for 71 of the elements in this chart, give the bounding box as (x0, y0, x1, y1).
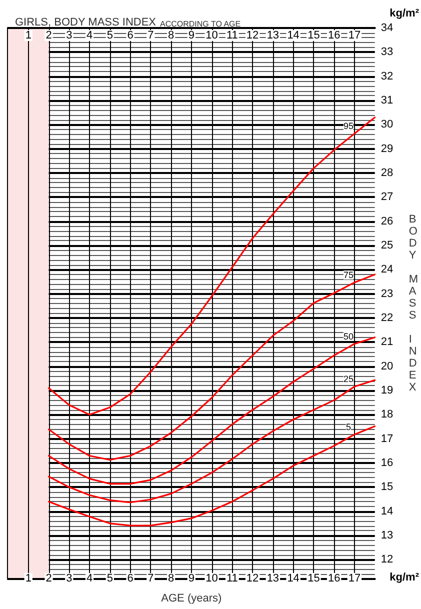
x-tick-label: 17 (348, 572, 361, 584)
x-tick-label: 2 (46, 572, 52, 584)
y-tick-label: 32 (380, 70, 394, 82)
x-tick-label: 16 (328, 572, 340, 584)
y-tick-label: 15 (380, 481, 394, 494)
y-tick-label: 18 (380, 408, 394, 421)
x-tick-label: 6 (127, 572, 134, 584)
x-tick-label: 8 (168, 572, 174, 584)
y-tick-label: 17 (380, 432, 394, 445)
y-tick-label: 20 (380, 360, 394, 372)
y-tick-label: 29 (380, 142, 394, 155)
x-tick-label: 4 (86, 572, 93, 584)
x2-tick-label: 17 (348, 30, 361, 42)
x2-tick-label: 16 (328, 30, 340, 42)
text: kg/m² (390, 572, 420, 584)
x2-tick-label: 7 (148, 30, 154, 42)
series-label: 95 (343, 121, 354, 132)
x2-tick-label: 12 (246, 30, 259, 42)
y-tick-label: 33 (380, 46, 394, 58)
y-tick-label: 34 (380, 22, 394, 34)
x2-tick-label: 11 (226, 30, 238, 42)
x2-tick-label: 15 (308, 30, 320, 42)
x2-tick-label: 9 (188, 30, 194, 42)
x-tick-label: 10 (206, 572, 218, 584)
x2-tick-label: 14 (287, 30, 300, 42)
y-tick-label: 30 (380, 118, 394, 131)
x2-tick-label: 10 (206, 30, 218, 42)
y-tick-label: 22 (380, 312, 394, 324)
line-series (48, 116, 376, 416)
series-label: 50 (343, 331, 354, 342)
y-tick-label: 19 (380, 384, 394, 396)
x2-tick-label: 1 (25, 30, 32, 42)
series-label: 75 (343, 270, 354, 280)
y-tick-label: 24 (380, 264, 394, 276)
x-tick-label: 14 (287, 572, 300, 584)
y-tick-label: 12 (380, 554, 394, 566)
line-series (48, 425, 376, 526)
x2-tick-label: 13 (266, 30, 280, 42)
y-tick-label: 31 (380, 94, 394, 106)
x-tick-label: 9 (188, 572, 194, 584)
x-tick-label: 1 (25, 572, 32, 584)
x-axis-title: AGE (years) (161, 592, 222, 604)
x2-tick-label: 2 (46, 30, 52, 42)
y-tick-label: 26 (380, 215, 394, 228)
x-tick-label: 11 (226, 572, 238, 584)
x2-tick-label: 8 (168, 30, 174, 42)
x-tick-label: 7 (148, 572, 154, 584)
y-tick-label: 13 (380, 530, 394, 542)
x2-tick-label: 3 (66, 30, 72, 42)
chart-title: GIRLS, BODY MASS INDEX (15, 16, 157, 28)
x-tick-label: 5 (106, 572, 113, 584)
y-tick-label: 27 (380, 191, 394, 204)
x2-tick-label: 6 (127, 30, 134, 42)
x-tick-label: 12 (246, 572, 259, 584)
chart-subtitle: ACCORDING TO AGE (160, 20, 241, 28)
series-label: 25 (343, 374, 354, 384)
y-tick-label: 23 (380, 288, 394, 300)
y-tick-label: 16 (380, 457, 394, 469)
y-tick-label: 28 (380, 167, 394, 179)
x2-tick-label: 5 (106, 30, 113, 42)
text: BODY MASS INDEX (408, 214, 418, 394)
y-tick-label: 14 (380, 505, 394, 518)
line-series (48, 274, 376, 461)
x2-tick-label: 4 (86, 30, 93, 42)
y-tick-label: 25 (380, 240, 394, 252)
series-label: 5 (346, 422, 351, 432)
x-tick-label: 15 (308, 572, 320, 584)
x-tick-label: 13 (266, 572, 280, 584)
text: kg/m² (390, 8, 420, 20)
y-tick-label: 21 (380, 336, 394, 348)
x-tick-label: 3 (66, 572, 72, 584)
